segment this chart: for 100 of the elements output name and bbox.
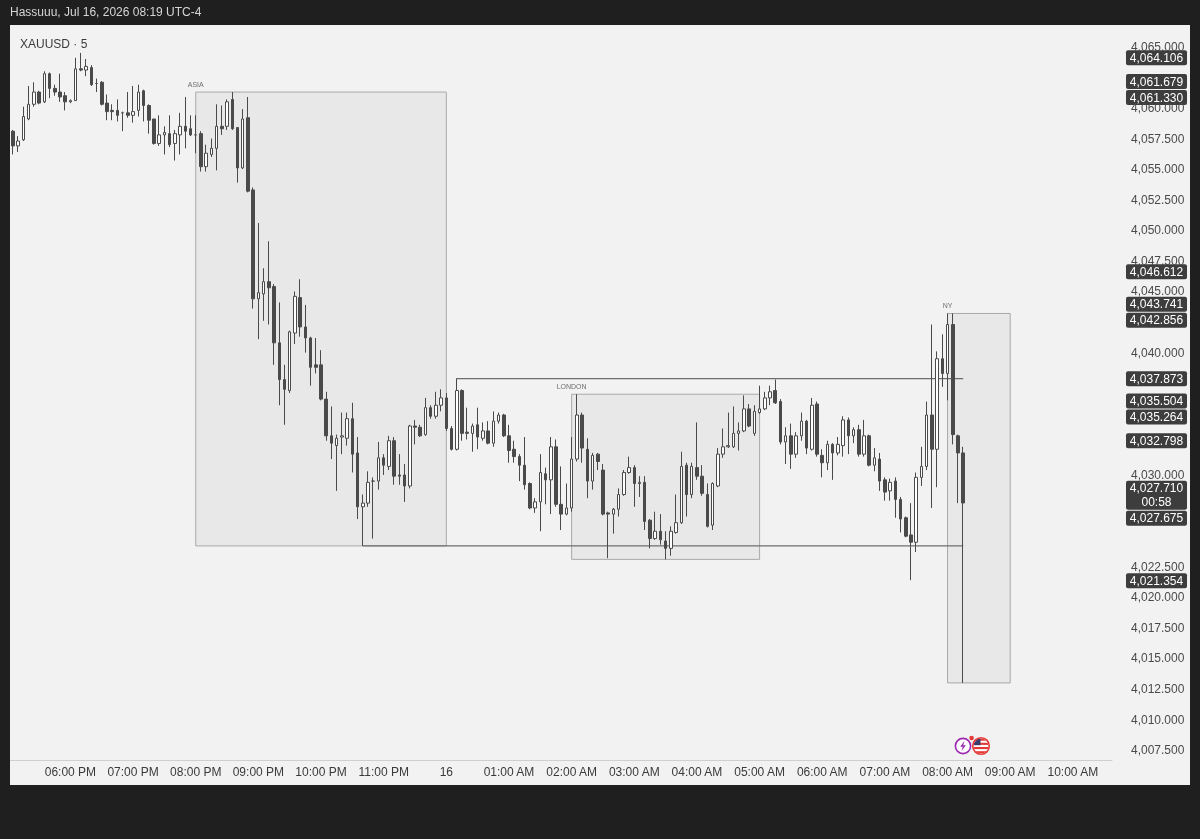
x-tick-label: 08:00 PM: [170, 765, 222, 779]
x-tick-label: 16: [439, 765, 454, 779]
candlestick: [544, 467, 547, 505]
candlestick: [680, 451, 683, 525]
text: 4,035.264: [1129, 410, 1184, 425]
x-tick-label: 03:00 AM: [608, 765, 660, 779]
candlestick: [403, 463, 406, 503]
candlestick: [586, 437, 589, 499]
candlestick: [831, 442, 834, 481]
x-tick-label: 06:00 AM: [796, 765, 848, 779]
y-tick-label: 4,020.000: [1131, 590, 1185, 605]
candlestick: [121, 111, 124, 132]
candlestick: [231, 91, 234, 131]
y-tick-label: 4,052.500: [1131, 192, 1185, 207]
candlestick: [215, 103, 218, 171]
candlestick: [424, 397, 427, 437]
candlestick: [43, 70, 46, 104]
candlestick: [946, 312, 949, 401]
text: 4,064.106: [1129, 50, 1184, 65]
text: 4,046.612: [1129, 264, 1184, 279]
candlestick: [925, 401, 928, 471]
candlestick: [142, 89, 145, 122]
candlestick: [278, 301, 281, 406]
y-tick-label: 4,010.000: [1131, 712, 1185, 727]
candlestick: [758, 385, 761, 415]
candlestick: [523, 436, 526, 491]
x-tick-label: 09:00 AM: [984, 765, 1036, 779]
candlestick: [878, 452, 881, 492]
text: 4,032.798: [1129, 433, 1184, 448]
x-tick-label: 01:00 AM: [483, 765, 535, 779]
text: XAUUSD · 5: [20, 37, 88, 51]
candlestick: [116, 98, 119, 122]
candlestick: [873, 447, 876, 472]
candlestick: [257, 222, 260, 340]
y-tick-label: 4,050.000: [1131, 223, 1185, 238]
candlestick: [617, 487, 620, 518]
text: 4,027.675: [1129, 511, 1184, 526]
candlestick: [450, 425, 453, 451]
candlestick: [659, 513, 662, 546]
candlestick: [899, 496, 902, 533]
text: 4,042.856: [1129, 313, 1184, 328]
candlestick: [784, 426, 787, 465]
candlestick: [753, 404, 756, 437]
candlestick: [262, 267, 265, 322]
candlestick: [518, 453, 521, 482]
y-tick-label: 4,040.000: [1131, 345, 1185, 360]
candlestick: [351, 402, 354, 474]
candlestick: [288, 330, 291, 394]
candlestick: [591, 452, 594, 491]
candlestick: [920, 446, 923, 487]
candlestick: [194, 114, 197, 154]
y-tick-label: 4,030.000: [1131, 467, 1185, 482]
candlestick: [894, 476, 897, 519]
candlestick: [90, 64, 93, 87]
candlestick: [330, 405, 333, 460]
candlestick: [283, 364, 286, 426]
candlestick: [826, 440, 829, 471]
candlestick: [539, 453, 542, 532]
candlestick: [732, 405, 735, 449]
candlestick: [737, 421, 740, 451]
candlestick: [236, 127, 239, 184]
candlestick: [163, 125, 166, 155]
candlestick: [951, 312, 955, 445]
candlestick: [800, 412, 803, 442]
candlestick: [69, 98, 72, 104]
candlestick: [476, 407, 479, 450]
candlestick: [356, 436, 359, 520]
x-tick-label: 04:00 AM: [671, 765, 723, 779]
x-tick-label: 10:00 AM: [1047, 765, 1099, 779]
y-tick-label: 4,055.000: [1131, 162, 1185, 177]
candlestick: [570, 436, 573, 513]
candlestick: [398, 453, 401, 486]
candlestick: [48, 71, 51, 99]
candlestick: [643, 475, 646, 531]
candlestick: [304, 304, 307, 354]
candlestick: [706, 483, 709, 529]
candlestick: [497, 412, 500, 425]
candlestick: [596, 452, 600, 471]
candlestick: [22, 106, 25, 142]
candlestick: [382, 453, 385, 476]
text: 4,043.741: [1129, 297, 1184, 312]
candlestick: [638, 475, 641, 498]
x-tick-label: 05:00 AM: [734, 765, 785, 779]
x-tick-label: 06:00 PM: [44, 765, 97, 779]
candlestick: [820, 448, 824, 478]
candlestick: [429, 404, 432, 420]
candlestick: [210, 138, 213, 158]
text: 4,037.873: [1129, 371, 1184, 386]
candlestick: [137, 84, 140, 118]
candlestick: [241, 108, 244, 170]
y-tick-label: 4,057.500: [1131, 131, 1185, 146]
candlestick: [565, 483, 568, 516]
candlestick: [941, 333, 944, 388]
y-tick-label: 4,012.500: [1131, 682, 1185, 697]
text: 4,021.354: [1129, 573, 1184, 588]
y-tick-label: 4,022.500: [1131, 559, 1185, 574]
candlestick: [377, 441, 380, 491]
text: 4,035.504: [1129, 394, 1184, 409]
candlestick: [74, 57, 77, 102]
candlestick: [335, 434, 338, 492]
